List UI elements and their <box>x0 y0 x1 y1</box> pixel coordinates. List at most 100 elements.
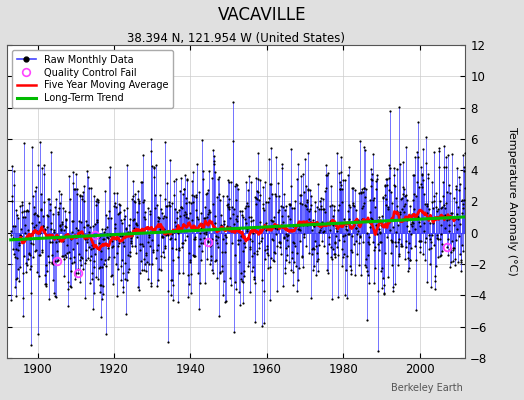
Point <box>178 239 187 246</box>
Point <box>446 246 454 252</box>
Point <box>412 212 421 219</box>
Point <box>173 230 182 236</box>
Point <box>353 217 361 223</box>
Point <box>280 207 289 213</box>
Point <box>315 227 324 234</box>
Title: 38.394 N, 121.954 W (United States): 38.394 N, 121.954 W (United States) <box>127 32 345 45</box>
Point <box>259 205 267 211</box>
Point <box>276 239 284 246</box>
Point <box>414 219 423 225</box>
Point <box>95 234 103 240</box>
Point <box>405 240 413 246</box>
Point <box>59 253 67 259</box>
Point <box>460 164 468 170</box>
Point <box>11 223 19 230</box>
Point <box>185 199 193 205</box>
Point <box>183 176 191 182</box>
Point <box>355 232 364 239</box>
Point <box>289 223 297 229</box>
Point <box>455 174 464 181</box>
Point <box>120 243 128 250</box>
Point <box>266 264 275 270</box>
Point <box>58 252 67 259</box>
Point <box>253 196 261 202</box>
Point <box>424 170 433 177</box>
Point <box>458 210 466 216</box>
Point <box>399 186 408 192</box>
Point <box>245 214 254 220</box>
Point <box>202 190 210 197</box>
Point <box>422 134 430 140</box>
Point <box>329 213 337 219</box>
Point <box>167 235 175 242</box>
Point <box>248 217 257 224</box>
Point <box>153 247 161 254</box>
Point <box>251 193 259 200</box>
Point <box>272 243 281 250</box>
Point <box>436 251 445 258</box>
Point <box>303 222 312 228</box>
Point <box>407 231 415 237</box>
Point <box>412 257 420 264</box>
Point <box>195 280 204 286</box>
Point <box>185 259 194 265</box>
Point <box>372 186 380 192</box>
Point <box>430 198 439 204</box>
Point <box>383 234 391 240</box>
Point <box>278 160 286 167</box>
Point <box>195 230 204 236</box>
Point <box>197 257 205 263</box>
Point <box>168 245 177 251</box>
Point <box>159 233 168 240</box>
Point <box>318 224 326 230</box>
Point <box>336 186 344 192</box>
Point <box>118 238 127 245</box>
Point <box>124 229 133 235</box>
Point <box>345 164 353 170</box>
Point <box>157 267 166 274</box>
Point <box>70 186 79 192</box>
Point <box>63 242 71 248</box>
Point <box>334 207 343 214</box>
Point <box>173 209 181 215</box>
Point <box>370 247 378 253</box>
Point <box>20 253 29 259</box>
Point <box>61 216 70 222</box>
Point <box>219 292 227 298</box>
Point <box>46 226 54 232</box>
Point <box>80 224 88 230</box>
Point <box>66 255 74 261</box>
Point <box>267 181 275 188</box>
Point <box>109 281 117 288</box>
Point <box>259 206 268 213</box>
Point <box>455 250 464 257</box>
Point <box>130 198 138 204</box>
Point <box>157 206 165 212</box>
Point <box>57 191 66 198</box>
Point <box>420 191 428 198</box>
Point <box>203 255 211 262</box>
Point <box>81 260 89 266</box>
Point <box>32 228 41 234</box>
Point <box>51 239 60 246</box>
Point <box>21 230 29 236</box>
Point <box>387 250 395 256</box>
Point <box>425 232 433 238</box>
Point <box>345 231 354 237</box>
Point <box>395 251 403 257</box>
Point <box>141 209 149 215</box>
Point <box>101 256 110 263</box>
Point <box>239 279 248 285</box>
Point <box>205 209 214 216</box>
Point <box>97 248 105 254</box>
Point <box>165 228 173 234</box>
Point <box>179 240 187 246</box>
Point <box>62 232 71 238</box>
Point <box>123 277 132 283</box>
Point <box>363 317 371 324</box>
Point <box>335 170 344 176</box>
Point <box>289 281 297 288</box>
Point <box>333 150 341 157</box>
Point <box>83 222 91 228</box>
Point <box>179 212 188 218</box>
